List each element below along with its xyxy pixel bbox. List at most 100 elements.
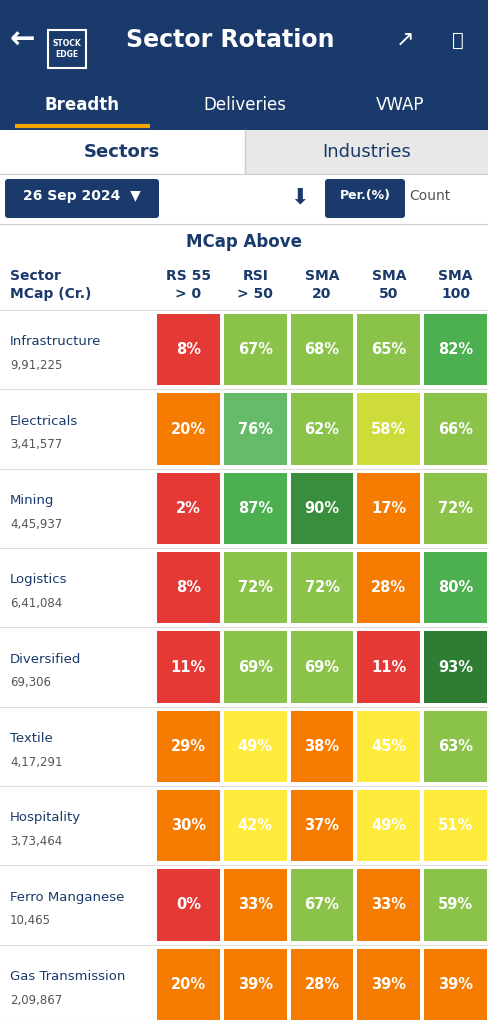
FancyBboxPatch shape: [290, 552, 353, 624]
Text: 37%: 37%: [304, 818, 339, 834]
Text: Per.(%): Per.(%): [339, 189, 390, 203]
Text: 0%: 0%: [176, 897, 201, 912]
FancyBboxPatch shape: [0, 389, 488, 469]
FancyBboxPatch shape: [290, 473, 353, 544]
FancyBboxPatch shape: [224, 948, 286, 1020]
Text: RSI: RSI: [242, 269, 267, 283]
FancyBboxPatch shape: [157, 948, 219, 1020]
Text: 38%: 38%: [304, 739, 339, 754]
Text: 4,45,937: 4,45,937: [10, 518, 62, 530]
Text: SMA: SMA: [304, 269, 339, 283]
Text: 49%: 49%: [237, 739, 272, 754]
FancyBboxPatch shape: [224, 711, 286, 782]
FancyBboxPatch shape: [357, 869, 419, 941]
FancyBboxPatch shape: [224, 473, 286, 544]
Text: 69%: 69%: [304, 659, 339, 675]
Text: VWAP: VWAP: [375, 96, 424, 114]
Text: 82%: 82%: [437, 342, 472, 357]
Text: Gas Transmission: Gas Transmission: [10, 970, 125, 983]
Text: 10,465: 10,465: [10, 914, 51, 928]
Text: 28%: 28%: [370, 581, 406, 595]
Text: 39%: 39%: [370, 977, 406, 992]
FancyBboxPatch shape: [290, 711, 353, 782]
FancyBboxPatch shape: [423, 948, 486, 1020]
FancyBboxPatch shape: [224, 632, 286, 702]
FancyBboxPatch shape: [157, 711, 219, 782]
Text: 2,09,867: 2,09,867: [10, 993, 62, 1007]
FancyBboxPatch shape: [157, 314, 219, 385]
Text: 69,306: 69,306: [10, 677, 51, 689]
FancyBboxPatch shape: [290, 393, 353, 465]
Text: Sector Rotation: Sector Rotation: [125, 28, 334, 52]
Text: 29%: 29%: [170, 739, 205, 754]
FancyBboxPatch shape: [157, 632, 219, 702]
Text: Logistics: Logistics: [10, 573, 67, 586]
Text: 11%: 11%: [370, 659, 406, 675]
Text: 17%: 17%: [370, 501, 406, 516]
FancyBboxPatch shape: [423, 393, 486, 465]
FancyBboxPatch shape: [423, 790, 486, 861]
Text: 20%: 20%: [170, 422, 205, 436]
Text: Textile: Textile: [10, 732, 53, 744]
FancyBboxPatch shape: [0, 945, 488, 1024]
Text: Mining: Mining: [10, 494, 54, 507]
Text: 67%: 67%: [304, 897, 339, 912]
Text: 65%: 65%: [370, 342, 406, 357]
FancyBboxPatch shape: [290, 790, 353, 861]
Text: 20%: 20%: [170, 977, 205, 992]
Text: RS 55: RS 55: [165, 269, 210, 283]
FancyBboxPatch shape: [290, 948, 353, 1020]
FancyBboxPatch shape: [357, 711, 419, 782]
FancyBboxPatch shape: [157, 473, 219, 544]
Text: Count: Count: [408, 189, 450, 203]
Text: 90%: 90%: [304, 501, 339, 516]
FancyBboxPatch shape: [325, 179, 404, 218]
Text: 39%: 39%: [237, 977, 272, 992]
Text: 30%: 30%: [170, 818, 205, 834]
FancyBboxPatch shape: [0, 80, 488, 130]
Text: 26 Sep 2024  ▼: 26 Sep 2024 ▼: [23, 189, 141, 203]
Text: 20: 20: [312, 287, 331, 301]
Text: 66%: 66%: [437, 422, 472, 436]
Text: MCap Above: MCap Above: [186, 233, 302, 251]
FancyBboxPatch shape: [423, 632, 486, 702]
FancyBboxPatch shape: [244, 130, 488, 174]
FancyBboxPatch shape: [157, 393, 219, 465]
Text: 42%: 42%: [237, 818, 272, 834]
Text: MCap (Cr.): MCap (Cr.): [10, 287, 91, 301]
Text: Sector: Sector: [10, 269, 61, 283]
Text: Industries: Industries: [322, 143, 410, 161]
Text: 33%: 33%: [237, 897, 272, 912]
Text: 76%: 76%: [237, 422, 272, 436]
Text: 67%: 67%: [237, 342, 272, 357]
Text: 28%: 28%: [304, 977, 339, 992]
Text: SMA: SMA: [371, 269, 405, 283]
Text: Diversified: Diversified: [10, 652, 81, 666]
FancyBboxPatch shape: [157, 790, 219, 861]
Text: Electricals: Electricals: [10, 415, 78, 428]
FancyBboxPatch shape: [0, 786, 488, 865]
FancyBboxPatch shape: [357, 632, 419, 702]
Text: 72%: 72%: [237, 581, 272, 595]
Text: Sectors: Sectors: [84, 143, 160, 161]
Text: Infrastructure: Infrastructure: [10, 335, 101, 348]
Text: 3,73,464: 3,73,464: [10, 835, 62, 848]
Text: 69%: 69%: [237, 659, 272, 675]
Text: 45%: 45%: [370, 739, 406, 754]
FancyBboxPatch shape: [0, 628, 488, 707]
FancyBboxPatch shape: [157, 552, 219, 624]
Text: 93%: 93%: [437, 659, 472, 675]
Text: 39%: 39%: [437, 977, 472, 992]
FancyBboxPatch shape: [224, 552, 286, 624]
Text: 2%: 2%: [176, 501, 201, 516]
Text: 68%: 68%: [304, 342, 339, 357]
Text: > 50: > 50: [237, 287, 273, 301]
Text: Breadth: Breadth: [44, 96, 119, 114]
Text: > 0: > 0: [175, 287, 201, 301]
Text: ⏮: ⏮: [451, 31, 463, 49]
FancyBboxPatch shape: [423, 711, 486, 782]
Text: 72%: 72%: [304, 581, 339, 595]
FancyBboxPatch shape: [224, 393, 286, 465]
Text: 9,91,225: 9,91,225: [10, 359, 62, 372]
Text: 33%: 33%: [370, 897, 406, 912]
